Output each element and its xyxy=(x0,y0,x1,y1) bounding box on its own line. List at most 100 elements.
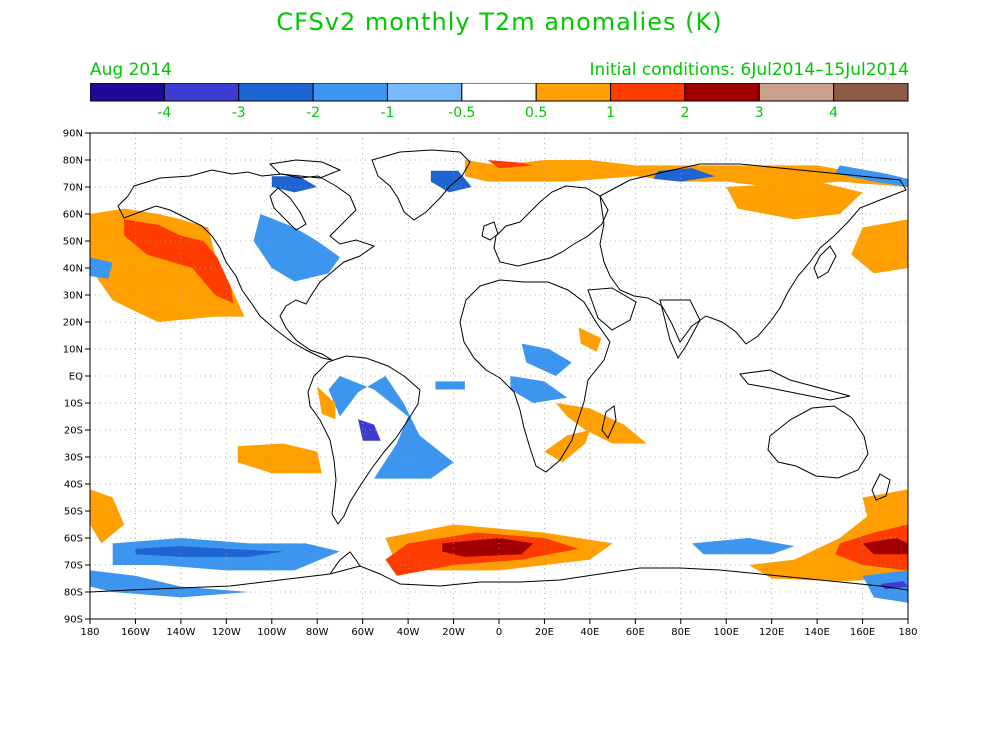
lon-label: 40W xyxy=(397,627,420,638)
lat-label: 10N xyxy=(63,345,83,356)
anomaly-region xyxy=(237,443,322,474)
lat-label: 80N xyxy=(63,156,83,167)
lat-label: EQ xyxy=(69,372,83,383)
anomaly-region xyxy=(544,430,590,463)
lon-label: 160E xyxy=(850,627,875,638)
latitude-labels: 90N 80N 70N 60N 50N 40N 30N 20N 10N EQ 10S 20S 30S 40… xyxy=(63,129,90,626)
colorbar-bin xyxy=(833,83,909,102)
lat-label: 50S xyxy=(64,507,83,518)
anomaly-regions xyxy=(90,160,908,603)
map-title: CFSv2 monthly T2m anomalies (K) xyxy=(276,8,723,36)
colorbar: -4 -3 -2 -1 -0.5 0.5 1 2 3 4 xyxy=(90,83,909,121)
lat-label: 20N xyxy=(63,318,83,329)
lon-label: 20E xyxy=(535,627,554,638)
lon-label: 180 xyxy=(898,627,917,638)
coast-new-zealand xyxy=(871,473,891,501)
lon-label: 140W xyxy=(166,627,195,638)
lat-label: 90S xyxy=(64,615,83,626)
colorbar-tick-label: -4 xyxy=(157,105,171,121)
coast-indonesia xyxy=(739,369,851,401)
anomaly-region xyxy=(253,214,340,282)
anomaly-region xyxy=(851,219,908,274)
lon-label: 0 xyxy=(496,627,502,638)
lon-label: 140E xyxy=(804,627,829,638)
anomaly-region xyxy=(358,419,381,441)
colorbar-tick-label: -2 xyxy=(306,105,320,121)
anomaly-region xyxy=(692,538,795,555)
coast-arabia xyxy=(587,287,637,331)
lat-label: 10S xyxy=(64,399,83,410)
coast-india xyxy=(659,299,701,360)
longitude-labels: 180 160W 140W 120W 100W 80W 60W 40W 20W 0 20E 40E 60… xyxy=(80,619,918,638)
anomaly-region xyxy=(862,538,908,555)
colorbar-tick-label: -0.5 xyxy=(448,105,475,121)
lon-label: 100E xyxy=(714,627,739,638)
anomaly-region xyxy=(510,376,568,403)
anomaly-region xyxy=(442,538,534,557)
lon-label: 120E xyxy=(759,627,784,638)
initial-conditions: Initial conditions: 6Jul2014–15Jul2014 xyxy=(589,60,909,80)
coast-antarctica xyxy=(89,565,909,593)
coast-british-isles xyxy=(481,221,499,241)
coast-greenland xyxy=(371,149,471,221)
lat-label: 40S xyxy=(64,480,83,491)
coast-hudson-bay xyxy=(269,187,307,231)
coast-arctic-islands xyxy=(268,159,342,179)
anomaly-region xyxy=(328,376,454,479)
coastlines xyxy=(89,149,909,593)
lon-label: 60E xyxy=(626,627,645,638)
lat-label: 60S xyxy=(64,534,83,545)
lon-label: 100W xyxy=(257,627,286,638)
lat-label: 90N xyxy=(63,129,83,140)
colorbar-tick-label: -3 xyxy=(232,105,246,121)
lon-label: 80W xyxy=(306,627,329,638)
colorbar-tick-label: 4 xyxy=(829,105,838,121)
lon-label: 80E xyxy=(671,627,690,638)
lon-label: 180 xyxy=(80,627,99,638)
anomaly-region xyxy=(435,381,465,390)
colorbar-tick-label: -1 xyxy=(380,105,394,121)
lat-label: 20S xyxy=(64,426,83,437)
lat-label: 80S xyxy=(64,588,83,599)
lat-label: 70S xyxy=(64,561,83,572)
lon-label: 20W xyxy=(442,627,465,638)
colorbar-tick-label: 1 xyxy=(606,105,615,121)
lat-label: 30N xyxy=(63,291,83,302)
lon-label: 40E xyxy=(580,627,599,638)
lon-label: 160W xyxy=(121,627,150,638)
colorbar-tick-label: 3 xyxy=(755,105,764,121)
lon-label: 60W xyxy=(351,627,374,638)
anomaly-region xyxy=(135,546,284,557)
anomaly-region xyxy=(835,165,908,187)
coast-japan xyxy=(813,245,837,279)
anomaly-region xyxy=(271,176,318,193)
lat-label: 40N xyxy=(63,264,83,275)
anomaly-region xyxy=(487,160,534,169)
lat-label: 60N xyxy=(63,210,83,221)
colorbar-bins xyxy=(90,83,909,102)
anomaly-region xyxy=(90,489,125,544)
coast-antarctic-peninsula xyxy=(329,551,361,575)
lon-label: 120W xyxy=(212,627,241,638)
anomaly-region xyxy=(90,570,250,598)
coast-south-america xyxy=(307,355,421,525)
coast-asia xyxy=(599,163,907,345)
lat-label: 50N xyxy=(63,237,83,248)
lat-label: 30S xyxy=(64,453,83,464)
colorbar-tick-label: 0.5 xyxy=(525,105,547,121)
coast-australia xyxy=(767,405,869,479)
anomaly-region xyxy=(653,168,715,182)
anomaly-region xyxy=(578,327,602,352)
anomaly-region xyxy=(521,343,572,376)
lat-label: 70N xyxy=(63,183,83,194)
anomaly-region xyxy=(555,403,647,444)
coast-africa xyxy=(459,279,611,473)
colorbar-tick-labels: -4 -3 -2 -1 -0.5 0.5 1 2 3 4 xyxy=(157,105,838,121)
anomaly-region xyxy=(726,181,863,220)
anomaly-region xyxy=(124,219,234,304)
coast-madagascar xyxy=(601,405,617,439)
colorbar-tick-label: 2 xyxy=(680,105,689,121)
anomaly-region xyxy=(317,386,336,420)
forecast-month: Aug 2014 xyxy=(90,60,172,80)
